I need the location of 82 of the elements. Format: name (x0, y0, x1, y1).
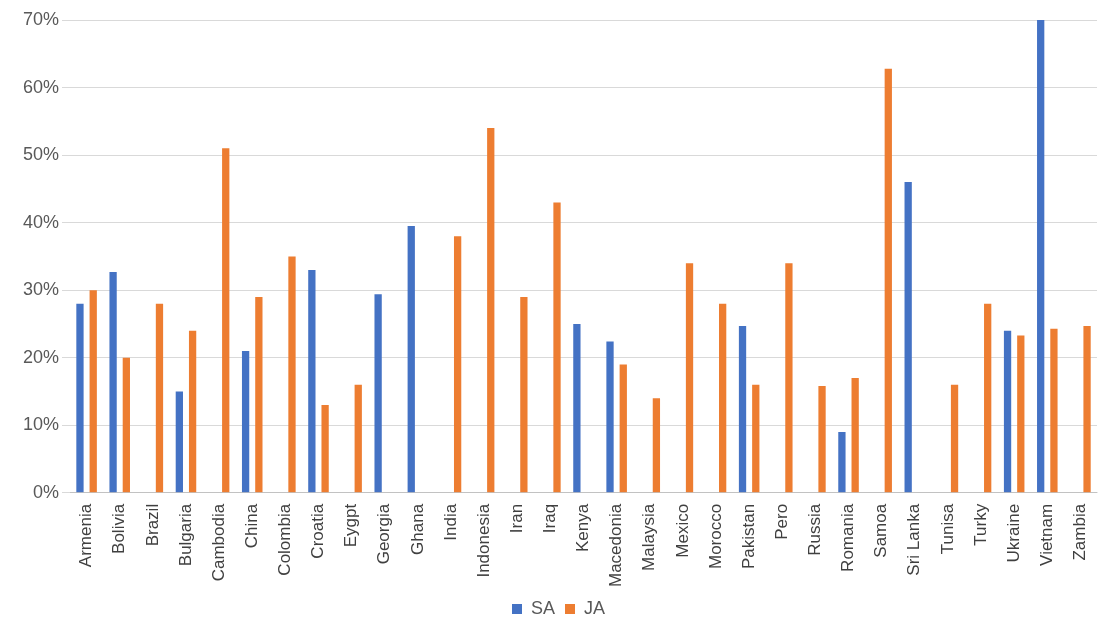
x-tick-label: Mexico (672, 503, 692, 558)
x-tick-label: Turky (970, 503, 990, 546)
x-tick-label: China (241, 503, 261, 549)
x-tick-label: Sri Lanka (904, 503, 924, 576)
bar (520, 296, 528, 493)
legend-label: JA (584, 597, 606, 618)
y-tick-label: 60% (23, 76, 60, 97)
x-tick-label: Malaysia (639, 503, 659, 571)
bar (487, 128, 495, 493)
x-tick-label: Colombia (275, 503, 295, 576)
x-tick-label: Morocco (705, 503, 725, 570)
bar (1037, 20, 1045, 493)
bar (685, 263, 694, 493)
bar (188, 330, 197, 493)
bar (89, 290, 97, 493)
bar (255, 296, 263, 493)
x-tick-label: Eygpt (341, 503, 361, 548)
bar (222, 148, 230, 493)
y-tick-label: 70% (23, 8, 60, 29)
bar (155, 303, 164, 493)
bar (1017, 335, 1025, 493)
bar (1050, 328, 1058, 493)
y-tick-label: 50% (23, 144, 60, 165)
bar (619, 364, 627, 493)
bar (904, 182, 912, 493)
bar (241, 350, 250, 493)
bar (308, 269, 316, 493)
x-tick-label: Kenya (573, 503, 593, 553)
x-tick-label: Samoa (871, 503, 891, 558)
bar (374, 294, 382, 493)
bar (719, 303, 727, 493)
y-tick-label: 10% (23, 414, 60, 435)
bar (606, 341, 614, 493)
bar (76, 303, 84, 493)
x-tick-label: Romania (838, 503, 858, 572)
x-tick-label: Bulgaria (175, 503, 195, 567)
bar (1083, 325, 1091, 493)
bar (288, 256, 296, 493)
x-tick-label: Macedonia (606, 503, 626, 588)
bar (1003, 330, 1012, 493)
x-tick-label: Pakistan (738, 503, 758, 570)
bar (321, 405, 329, 493)
x-tick-label: India (440, 503, 460, 541)
x-tick-label: Russia (805, 503, 825, 556)
bar (553, 202, 561, 493)
bar (752, 384, 760, 493)
x-tick-label: Croatia (308, 503, 328, 559)
bar (818, 386, 826, 493)
bar (984, 303, 992, 493)
legend-label: SA (530, 597, 556, 618)
bar (652, 398, 661, 493)
bar (354, 384, 362, 493)
x-tick-label: Brazil (142, 503, 162, 547)
bar (838, 432, 846, 493)
y-tick-label: 20% (23, 346, 60, 367)
bar (950, 384, 959, 493)
x-tick-label: Ukraine (1003, 503, 1023, 563)
x-tick-label: Tunisa (937, 503, 957, 555)
x-tick-label: Iran (506, 503, 526, 534)
bar (453, 236, 462, 493)
x-tick-label: Indonesia (473, 503, 493, 578)
y-tick-label: 30% (23, 279, 60, 300)
x-tick-label: Iraq (540, 503, 560, 534)
x-tick-label: Pero (771, 503, 791, 540)
bar (122, 357, 130, 493)
y-tick-label: 40% (23, 211, 60, 232)
bar (109, 271, 117, 493)
bar (573, 323, 581, 493)
bar (785, 263, 793, 493)
x-tick-label: Armenia (76, 503, 96, 568)
bar (407, 226, 415, 493)
x-tick-label: Cambodia (208, 503, 228, 582)
x-tick-label: Zambia (1070, 503, 1090, 561)
bar (884, 68, 892, 493)
x-tick-label: Vietnam (1037, 503, 1056, 566)
x-tick-label: Ghana (407, 503, 427, 555)
bar (175, 391, 183, 493)
bar (738, 325, 747, 493)
bar (851, 378, 859, 493)
x-tick-label: Bolivia (109, 503, 129, 554)
y-tick-label: 0% (33, 481, 60, 502)
x-tick-label: Georgia (374, 503, 394, 565)
